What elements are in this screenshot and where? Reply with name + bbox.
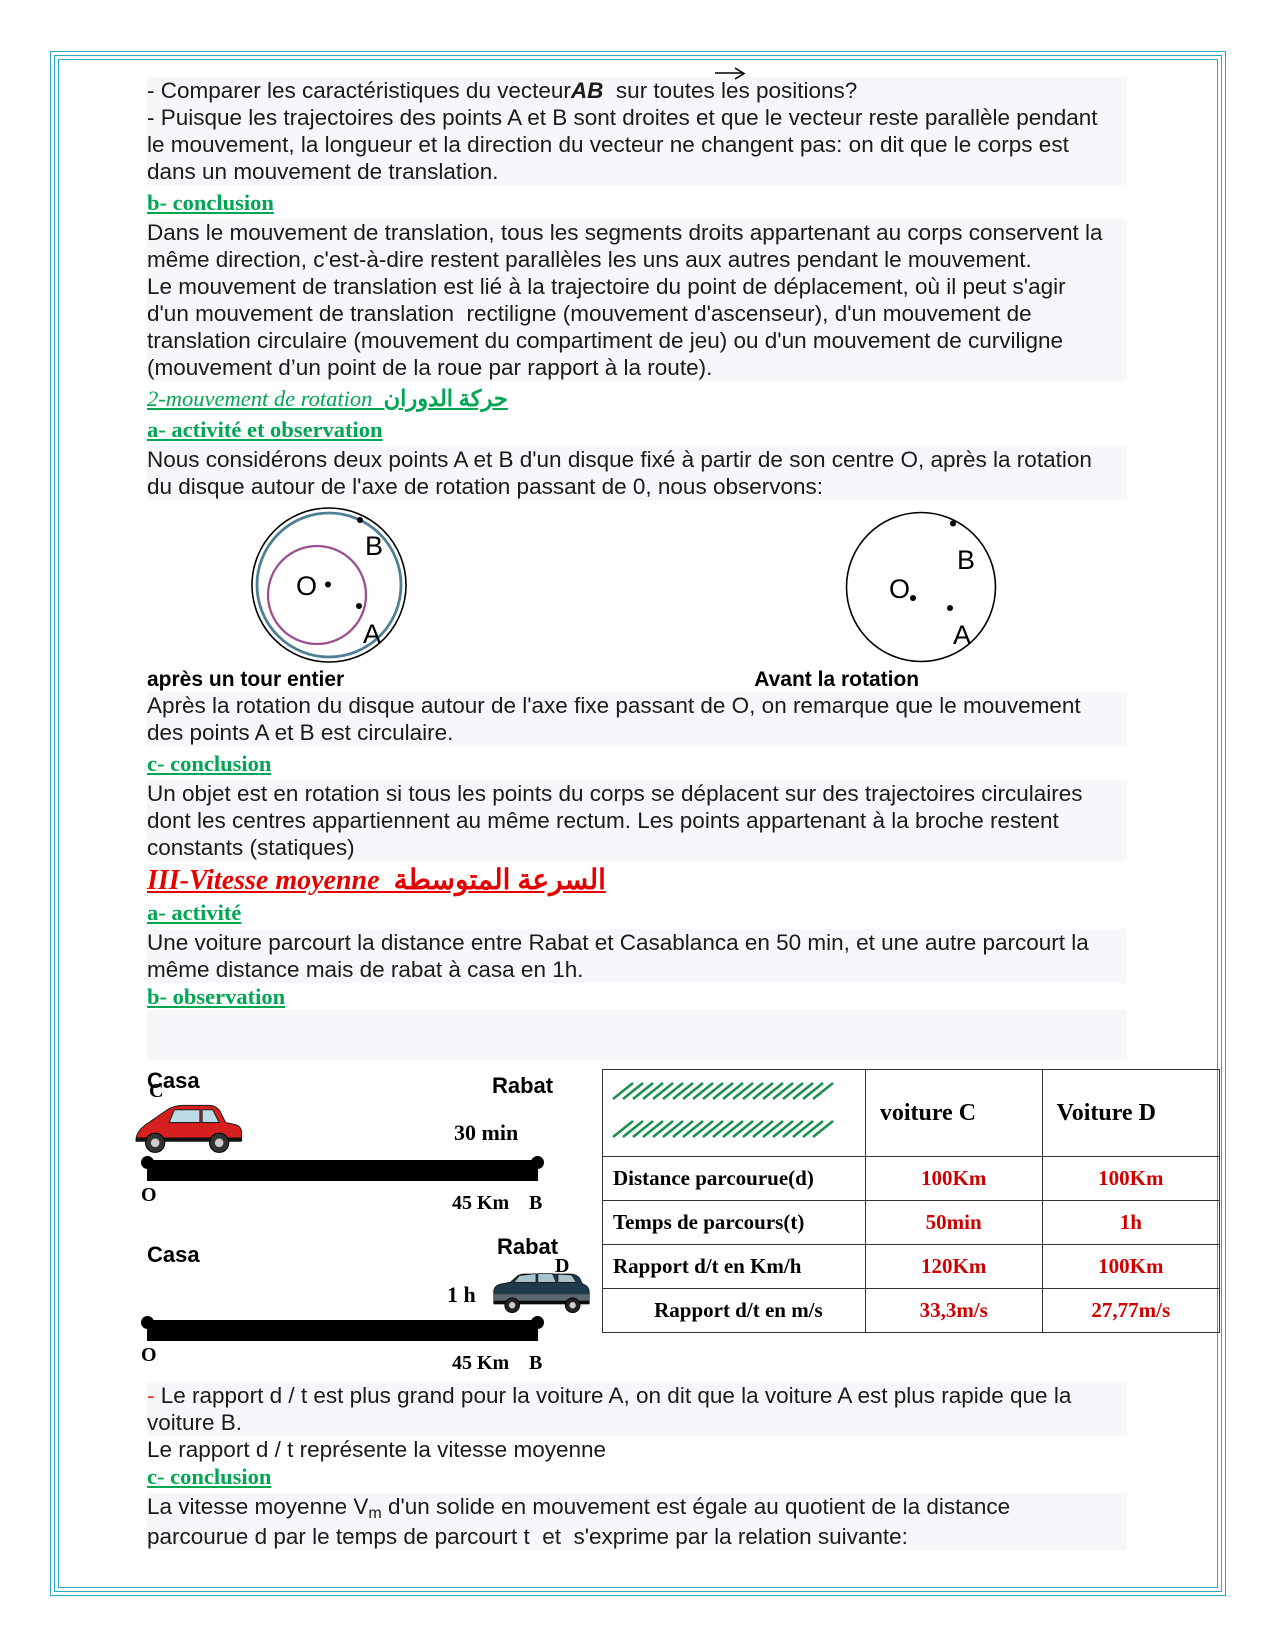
svg-text:O: O (296, 571, 317, 601)
svg-text:B: B (365, 531, 383, 561)
svg-text:A: A (363, 619, 381, 649)
svg-text:O: O (889, 574, 910, 604)
svg-text:B: B (957, 545, 975, 575)
svg-text:A: A (953, 620, 971, 650)
